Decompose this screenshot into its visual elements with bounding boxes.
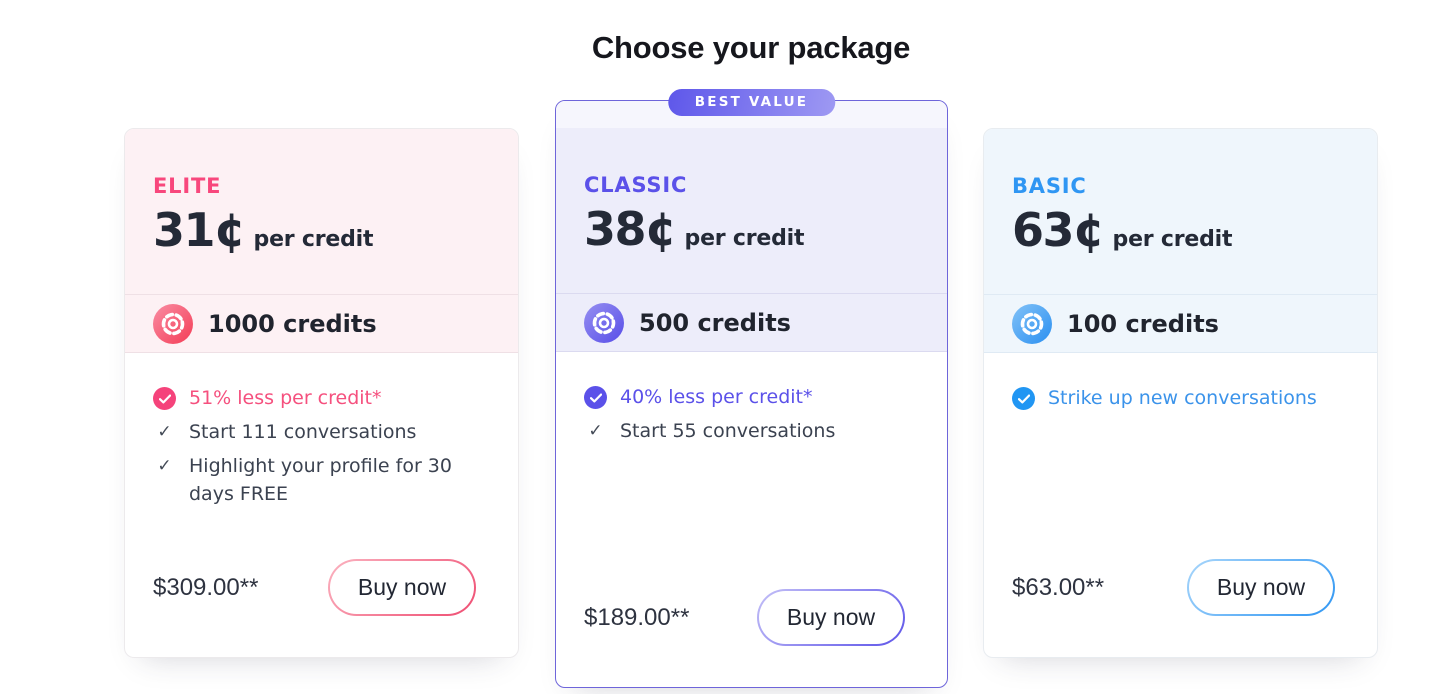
package-name: ELITE: [153, 174, 222, 198]
check-icon: ✓: [157, 422, 172, 442]
total-price: $189.00**: [584, 603, 690, 631]
feature-text: 40% less per credit*: [620, 386, 813, 408]
feature-text: Start 111 conversations: [189, 421, 417, 443]
card-header-classic: CLASSIC 38¢ per credit: [556, 128, 947, 293]
page-title: Choose your package: [591, 30, 911, 65]
feature-text: Start 55 conversations: [620, 420, 836, 442]
package-card-classic: BEST VALUE CLASSIC 38¢ per credit 500 cr…: [555, 89, 948, 688]
check-circle-icon: [1012, 387, 1035, 410]
unit-price-line: 31¢ per credit: [153, 207, 490, 253]
unit-price-line: 63¢ per credit: [1012, 207, 1349, 253]
buy-now-button-elite[interactable]: Buy now: [328, 559, 476, 616]
unit-price-suffix: per credit: [1112, 227, 1233, 252]
unit-price-suffix: per credit: [253, 227, 374, 252]
check-icon: ✓: [157, 456, 172, 476]
unit-price-line: 38¢ per credit: [584, 206, 919, 252]
feature-text: Strike up new conversations: [1048, 387, 1317, 409]
feature-text: 51% less per credit*: [189, 387, 382, 409]
package-card-elite: ELITE 31¢ per credit 1000 credits: [124, 128, 519, 658]
credits-coin-icon: [584, 302, 624, 343]
unit-price-suffix: per credit: [684, 226, 805, 251]
total-price: $309.00**: [153, 573, 259, 601]
card-header-basic: BASIC 63¢ per credit: [984, 129, 1377, 294]
credits-amount: 100 credits: [1067, 309, 1219, 338]
credits-amount: 500 credits: [639, 308, 791, 337]
best-value-badge: BEST VALUE: [667, 89, 836, 116]
card-footer: $63.00** Buy now: [984, 559, 1377, 616]
feature-item: 51% less per credit*: [153, 384, 494, 412]
credits-row: 500 credits: [556, 293, 947, 352]
card-header-elite: ELITE 31¢ per credit: [125, 129, 518, 294]
package-name: CLASSIC: [584, 173, 688, 197]
feature-text: Highlight your profile for 30 days FREE: [189, 455, 452, 505]
check-circle-icon: [584, 386, 607, 409]
card-footer: $189.00** Buy now: [556, 589, 947, 646]
credits-coin-icon: [153, 303, 193, 344]
total-price: $63.00**: [1012, 573, 1105, 601]
check-icon: ✓: [588, 421, 603, 441]
unit-price: 38¢: [584, 202, 677, 256]
feature-list: 40% less per credit* ✓ Start 55 conversa…: [556, 352, 947, 589]
buy-now-button-basic[interactable]: Buy now: [1187, 559, 1335, 616]
feature-item: ✓ Highlight your profile for 30 days FRE…: [153, 452, 494, 508]
credits-amount: 1000 credits: [208, 309, 377, 338]
feature-list: 51% less per credit* ✓ Start 111 convers…: [125, 353, 518, 559]
feature-list: Strike up new conversations: [984, 353, 1377, 559]
package-name: BASIC: [1012, 174, 1087, 198]
card-footer: $309.00** Buy now: [125, 559, 518, 616]
unit-price: 63¢: [1012, 203, 1105, 257]
feature-item: ✓ Start 111 conversations: [153, 418, 494, 446]
credits-coin-icon: [1012, 303, 1052, 344]
credits-row: 100 credits: [984, 294, 1377, 353]
package-card-basic: BASIC 63¢ per credit 100 credits: [983, 128, 1378, 658]
check-circle-icon: [153, 387, 176, 410]
feature-item: 40% less per credit*: [584, 383, 923, 411]
unit-price: 31¢: [153, 203, 246, 257]
feature-item: ✓ Start 55 conversations: [584, 417, 923, 445]
buy-now-button-classic[interactable]: Buy now: [757, 589, 905, 646]
feature-item: Strike up new conversations: [1012, 384, 1353, 412]
credits-row: 1000 credits: [125, 294, 518, 353]
